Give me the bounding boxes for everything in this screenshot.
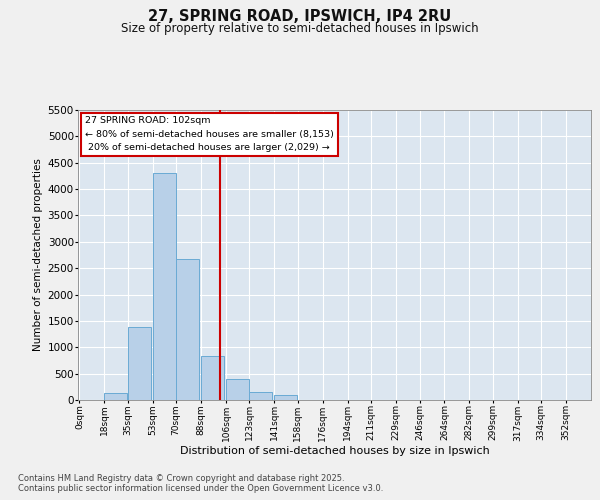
Bar: [152, 174, 176, 400]
Text: 27 SPRING ROAD: 102sqm
← 80% of semi-detached houses are smaller (8,153)
 20% of: 27 SPRING ROAD: 102sqm ← 80% of semi-det…: [85, 116, 334, 152]
X-axis label: Distribution of semi-detached houses by size in Ipswich: Distribution of semi-detached houses by …: [179, 446, 490, 456]
Bar: [250, 392, 272, 400]
Bar: [226, 379, 249, 400]
Bar: [176, 258, 199, 400]
Y-axis label: Number of semi-detached properties: Number of semi-detached properties: [34, 158, 43, 352]
Text: 27, SPRING ROAD, IPSWICH, IP4 2RU: 27, SPRING ROAD, IPSWICH, IP4 2RU: [148, 9, 452, 24]
Text: Size of property relative to semi-detached houses in Ipswich: Size of property relative to semi-detach…: [121, 22, 479, 35]
Bar: [104, 393, 127, 400]
Bar: [201, 356, 224, 400]
Bar: [274, 394, 298, 400]
Text: Contains HM Land Registry data © Crown copyright and database right 2025.: Contains HM Land Registry data © Crown c…: [18, 474, 344, 483]
Text: Contains public sector information licensed under the Open Government Licence v3: Contains public sector information licen…: [18, 484, 383, 493]
Bar: [128, 327, 151, 400]
